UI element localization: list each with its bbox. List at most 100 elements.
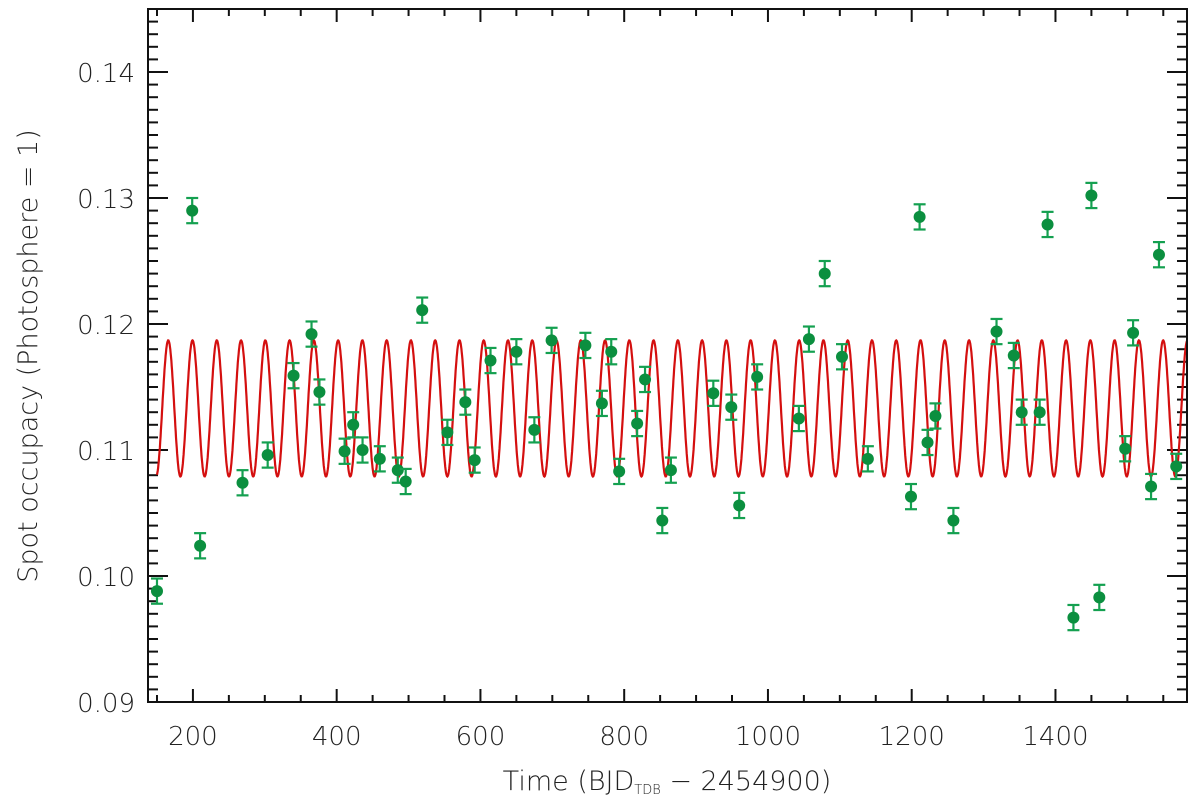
sinusoid-fit-line bbox=[155, 338, 1189, 479]
data-point bbox=[236, 469, 249, 497]
x-tick-label: 1000 bbox=[735, 722, 801, 752]
data-point bbox=[305, 320, 318, 348]
data-point-marker bbox=[305, 328, 318, 341]
data-point-marker bbox=[631, 417, 644, 430]
data-point bbox=[313, 378, 326, 406]
x-axis-title-main: Time (BJD bbox=[503, 766, 635, 797]
data-point-marker bbox=[579, 339, 592, 352]
data-point-marker bbox=[751, 370, 764, 383]
x-tick-label: 1200 bbox=[879, 722, 945, 752]
data-point bbox=[707, 379, 720, 407]
axis-ticks bbox=[148, 8, 1187, 703]
data-point-marker bbox=[468, 454, 481, 467]
data-point bbox=[1119, 435, 1132, 463]
data-point-marker bbox=[1152, 248, 1165, 261]
data-point-marker bbox=[835, 350, 848, 363]
data-point bbox=[287, 361, 300, 390]
data-point bbox=[1041, 210, 1054, 239]
data-point-marker bbox=[1170, 460, 1183, 473]
data-point-marker bbox=[313, 386, 326, 399]
data-point-marker bbox=[707, 387, 720, 400]
data-point bbox=[904, 482, 917, 511]
x-axis-title-rest: − 2454900) bbox=[661, 766, 832, 797]
data-point-marker bbox=[545, 334, 558, 347]
data-point bbox=[818, 259, 831, 288]
data-point bbox=[528, 416, 541, 444]
data-point bbox=[399, 467, 412, 496]
data-point bbox=[579, 331, 592, 360]
data-point-marker bbox=[913, 210, 926, 223]
data-point-marker bbox=[391, 464, 404, 477]
x-tick-label: 600 bbox=[456, 722, 506, 752]
data-point bbox=[1085, 181, 1098, 210]
data-point bbox=[913, 203, 926, 231]
data-point bbox=[792, 404, 805, 433]
data-point bbox=[947, 506, 960, 535]
data-point-marker bbox=[639, 373, 652, 386]
data-point-marker bbox=[802, 333, 815, 346]
data-point-marker bbox=[595, 397, 608, 410]
x-tick-label: 800 bbox=[599, 722, 649, 752]
data-point bbox=[150, 577, 163, 605]
data-point-marker bbox=[1085, 189, 1098, 202]
data-point bbox=[861, 445, 874, 473]
data-point bbox=[1127, 319, 1140, 347]
data-point-marker bbox=[347, 418, 360, 431]
data-point bbox=[725, 393, 738, 421]
data-point bbox=[186, 196, 199, 225]
x-axis-title: Time (BJDTDB − 2454900) bbox=[503, 766, 832, 798]
data-point-marker bbox=[484, 354, 497, 367]
data-point bbox=[929, 402, 942, 430]
data-point bbox=[1145, 472, 1158, 501]
x-tick-label: 400 bbox=[312, 722, 362, 752]
data-point bbox=[441, 418, 454, 447]
data-point-marker bbox=[1033, 406, 1046, 419]
data-point-marker bbox=[261, 449, 274, 462]
data-point-marker bbox=[725, 401, 738, 414]
data-point bbox=[605, 338, 618, 366]
data-point bbox=[921, 428, 934, 457]
data-point bbox=[347, 411, 360, 439]
data-points-layer bbox=[150, 181, 1183, 632]
data-point-marker bbox=[338, 445, 351, 458]
data-point bbox=[656, 506, 669, 535]
data-point bbox=[338, 437, 351, 465]
data-point bbox=[416, 296, 429, 324]
data-point bbox=[835, 343, 848, 371]
data-point-marker bbox=[904, 490, 917, 503]
data-point bbox=[1093, 583, 1106, 612]
y-tick-label: 0.14 bbox=[77, 59, 135, 89]
data-point-marker bbox=[441, 426, 454, 439]
data-point bbox=[194, 532, 207, 560]
data-point bbox=[664, 456, 677, 484]
data-point bbox=[545, 326, 558, 355]
data-point bbox=[484, 346, 497, 375]
data-point-marker bbox=[150, 585, 163, 598]
data-point-marker bbox=[1067, 611, 1080, 624]
data-point-marker bbox=[236, 476, 249, 489]
data-point bbox=[261, 441, 274, 469]
data-point bbox=[1170, 452, 1183, 481]
data-point bbox=[1015, 398, 1028, 426]
data-point-marker bbox=[664, 464, 677, 477]
data-point-marker bbox=[356, 444, 369, 456]
data-point bbox=[639, 365, 652, 394]
y-axis-title: Spot occupacy (Photosphere = 1) bbox=[13, 129, 44, 582]
y-tick-label: 0.10 bbox=[77, 563, 135, 593]
data-point-marker bbox=[1119, 442, 1132, 455]
sinusoid-model-layer bbox=[155, 338, 1189, 479]
data-point-marker bbox=[605, 345, 618, 358]
y-tick-label: 0.09 bbox=[77, 689, 135, 719]
data-point bbox=[751, 363, 764, 391]
data-point bbox=[468, 446, 481, 474]
data-point bbox=[613, 457, 626, 486]
data-point-marker bbox=[613, 465, 626, 478]
data-point-marker bbox=[818, 267, 831, 280]
data-point-marker bbox=[186, 204, 199, 217]
y-tick-label: 0.11 bbox=[77, 437, 135, 467]
y-tick-label: 0.12 bbox=[77, 311, 135, 341]
data-point-marker bbox=[733, 499, 746, 512]
data-point bbox=[595, 389, 608, 418]
data-point-marker bbox=[947, 514, 960, 527]
